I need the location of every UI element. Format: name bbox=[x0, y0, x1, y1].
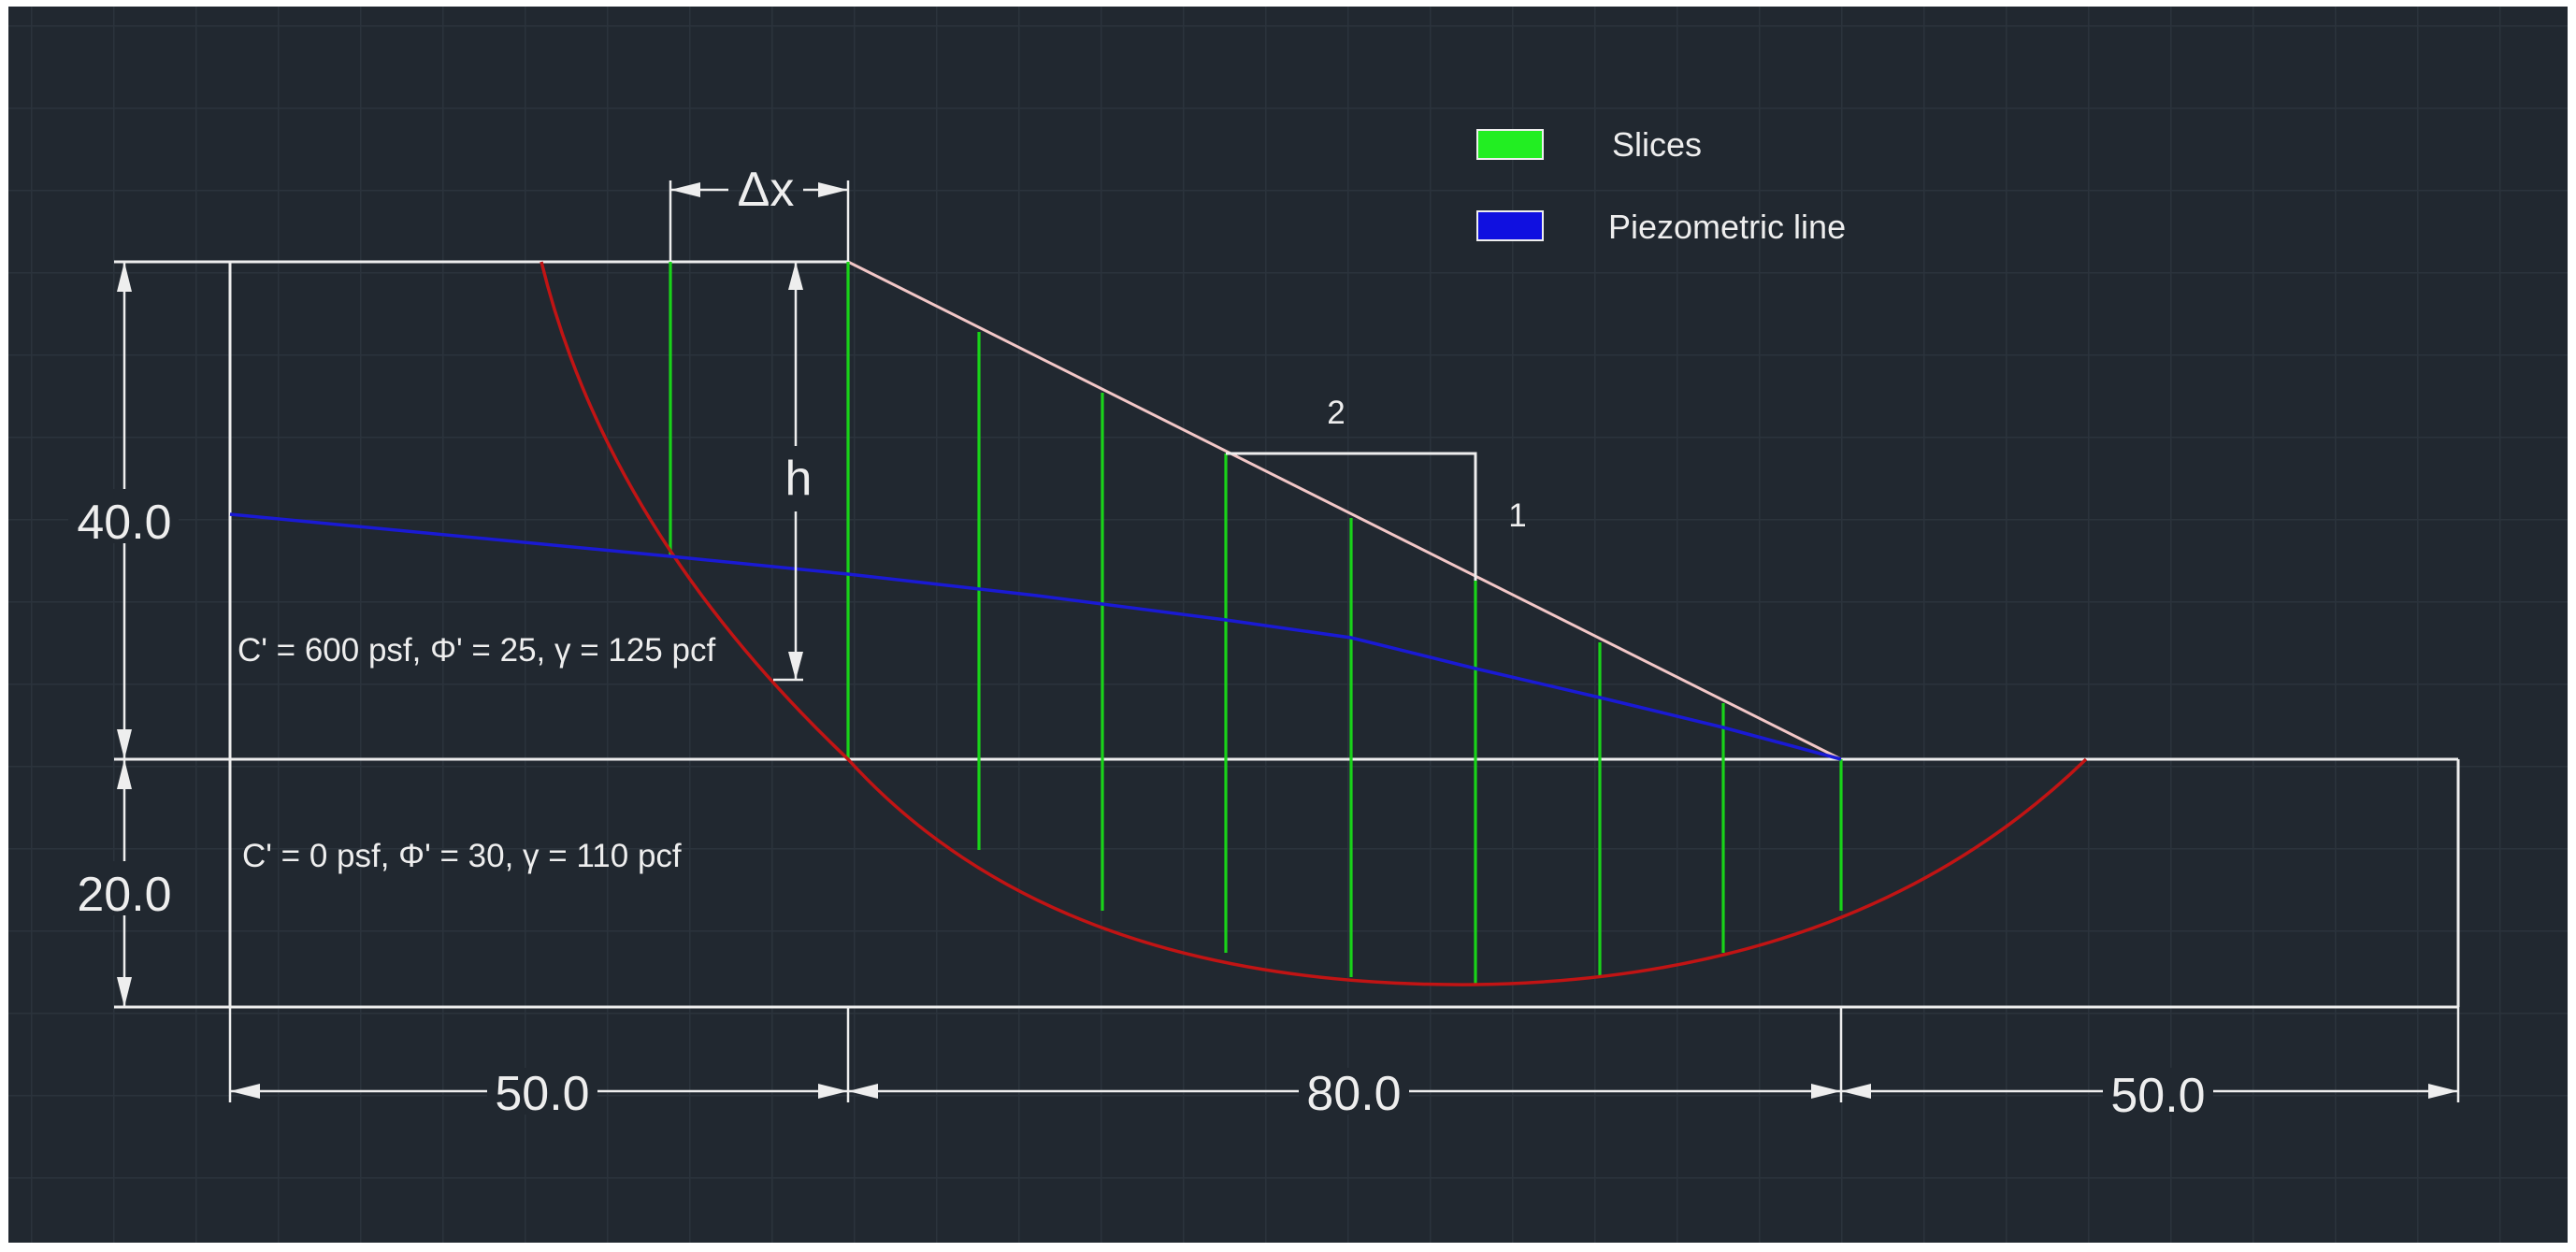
height-dimensions: 40.0 20.0 bbox=[68, 262, 179, 1007]
legend-label-piezometric-line: Piezometric line bbox=[1608, 208, 1846, 246]
width-right-label: 50.0 bbox=[2110, 1069, 2205, 1123]
width-left-label-bg bbox=[487, 1068, 597, 1115]
width-left-arrow-left bbox=[230, 1084, 260, 1099]
height-lower-arrow-top bbox=[117, 759, 132, 789]
slope-stability-diagram: Slices Piezometric line bbox=[68, 125, 2460, 1123]
width-mid-arrow-right bbox=[1811, 1084, 1841, 1099]
slices-group bbox=[669, 262, 1843, 985]
slope-ratio-vertical: 1 bbox=[1508, 497, 1526, 534]
height-upper-label-bg bbox=[68, 489, 179, 543]
height-upper-label: 40.0 bbox=[77, 496, 171, 550]
slope-face bbox=[847, 260, 1842, 761]
width-dimensions: 50.0 80.0 50.0 bbox=[228, 1007, 2460, 1123]
dx-label: Δx bbox=[738, 163, 795, 217]
upper-material-label: C' = 600 psf, Φ' = 25, γ = 125 pcf bbox=[237, 632, 715, 669]
width-mid-label: 80.0 bbox=[1306, 1067, 1401, 1121]
width-mid-arrow-left bbox=[848, 1084, 878, 1099]
width-left-arrow-right bbox=[818, 1084, 848, 1099]
height-upper-arrow-top bbox=[117, 262, 132, 292]
h-label: h bbox=[785, 452, 813, 506]
legend-label-slices: Slices bbox=[1612, 125, 1702, 164]
legend-swatch-slices bbox=[1476, 129, 1544, 160]
height-upper-arrow-bottom bbox=[117, 729, 132, 759]
legend: Slices Piezometric line bbox=[1476, 125, 1846, 246]
width-right-arrow-left bbox=[1841, 1084, 1871, 1099]
slice-width-dimension: Δx bbox=[669, 163, 850, 262]
slope-ratio-indicator: 2 1 bbox=[1226, 395, 1527, 581]
slope-ratio-horizontal: 2 bbox=[1327, 395, 1345, 431]
lower-material-label: C' = 0 psf, Φ' = 30, γ = 110 pcf bbox=[242, 838, 682, 874]
height-lower-arrow-bottom bbox=[117, 977, 132, 1007]
width-right-label-bg bbox=[2103, 1068, 2213, 1115]
width-right-arrow-right bbox=[2428, 1084, 2458, 1099]
h-arrow-bottom bbox=[788, 652, 803, 680]
dx-arrow-right bbox=[818, 182, 848, 197]
h-arrow-top bbox=[788, 262, 803, 290]
drawing-canvas: Slices Piezometric line bbox=[8, 7, 2568, 1243]
piezometric-line bbox=[229, 512, 1842, 761]
dx-arrow-left bbox=[670, 182, 700, 197]
slip-surface-arc bbox=[540, 261, 2088, 986]
geometry-outline bbox=[114, 260, 2460, 1009]
width-left-label: 50.0 bbox=[495, 1067, 589, 1121]
slice-height-dimension: h bbox=[773, 262, 813, 682]
legend-swatch-piezometric-line bbox=[1476, 210, 1544, 241]
height-lower-label-bg bbox=[68, 861, 179, 915]
slope-ratio-box bbox=[1226, 452, 1477, 581]
height-lower-label: 20.0 bbox=[77, 868, 171, 922]
width-mid-label-bg bbox=[1299, 1068, 1409, 1115]
